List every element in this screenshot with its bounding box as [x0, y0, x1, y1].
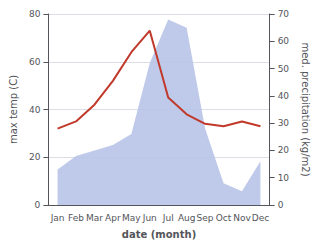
svg-text:Jan: Jan — [50, 213, 65, 223]
svg-text:20: 20 — [278, 145, 290, 155]
svg-text:Feb: Feb — [68, 213, 84, 223]
svg-text:Sep: Sep — [197, 213, 214, 223]
svg-text:Apr: Apr — [105, 213, 121, 223]
svg-text:30: 30 — [278, 118, 290, 128]
svg-text:60: 60 — [29, 57, 41, 67]
svg-text:Aug: Aug — [178, 213, 196, 223]
svg-text:Jul: Jul — [162, 213, 174, 223]
svg-text:80: 80 — [29, 9, 41, 19]
svg-text:0: 0 — [35, 200, 41, 210]
svg-text:60: 60 — [278, 36, 290, 46]
svg-text:med. precipitation (kg/m2): med. precipitation (kg/m2) — [300, 42, 311, 176]
svg-text:Jun: Jun — [142, 213, 157, 223]
svg-text:70: 70 — [278, 9, 290, 19]
svg-text:50: 50 — [278, 64, 290, 74]
svg-text:0: 0 — [278, 200, 284, 210]
svg-text:Mar: Mar — [86, 213, 103, 223]
svg-text:date (month): date (month) — [122, 229, 196, 240]
svg-text:20: 20 — [29, 152, 41, 162]
svg-text:40: 40 — [29, 105, 41, 115]
svg-text:Nov: Nov — [233, 213, 251, 223]
svg-text:Dec: Dec — [252, 213, 269, 223]
svg-text:10: 10 — [278, 173, 290, 183]
svg-text:max temp (C): max temp (C) — [8, 75, 19, 144]
svg-text:May: May — [122, 213, 141, 223]
svg-text:40: 40 — [278, 91, 290, 101]
svg-text:Oct: Oct — [216, 213, 232, 223]
